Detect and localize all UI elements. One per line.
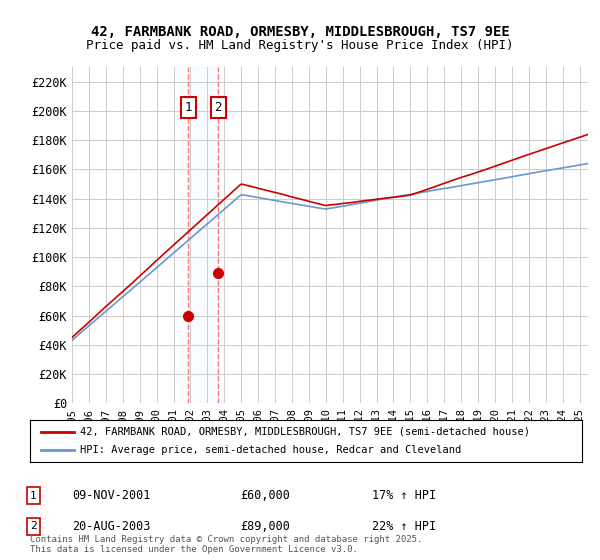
Text: £89,000: £89,000 [240, 520, 290, 533]
Text: 17% ↑ HPI: 17% ↑ HPI [372, 489, 436, 502]
Text: 1: 1 [30, 491, 37, 501]
Text: 1: 1 [184, 101, 192, 114]
Text: 2: 2 [30, 521, 37, 531]
Text: 22% ↑ HPI: 22% ↑ HPI [372, 520, 436, 533]
Text: HPI: Average price, semi-detached house, Redcar and Cleveland: HPI: Average price, semi-detached house,… [80, 445, 461, 455]
Text: 42, FARMBANK ROAD, ORMESBY, MIDDLESBROUGH, TS7 9EE: 42, FARMBANK ROAD, ORMESBY, MIDDLESBROUG… [91, 25, 509, 39]
Text: 09-NOV-2001: 09-NOV-2001 [72, 489, 151, 502]
Text: £60,000: £60,000 [240, 489, 290, 502]
Text: Contains HM Land Registry data © Crown copyright and database right 2025.
This d: Contains HM Land Registry data © Crown c… [30, 535, 422, 554]
Text: 42, FARMBANK ROAD, ORMESBY, MIDDLESBROUGH, TS7 9EE (semi-detached house): 42, FARMBANK ROAD, ORMESBY, MIDDLESBROUG… [80, 427, 530, 437]
Text: 2: 2 [214, 101, 222, 114]
Text: Price paid vs. HM Land Registry's House Price Index (HPI): Price paid vs. HM Land Registry's House … [86, 39, 514, 52]
Text: 20-AUG-2003: 20-AUG-2003 [72, 520, 151, 533]
Bar [188, 67, 218, 403]
